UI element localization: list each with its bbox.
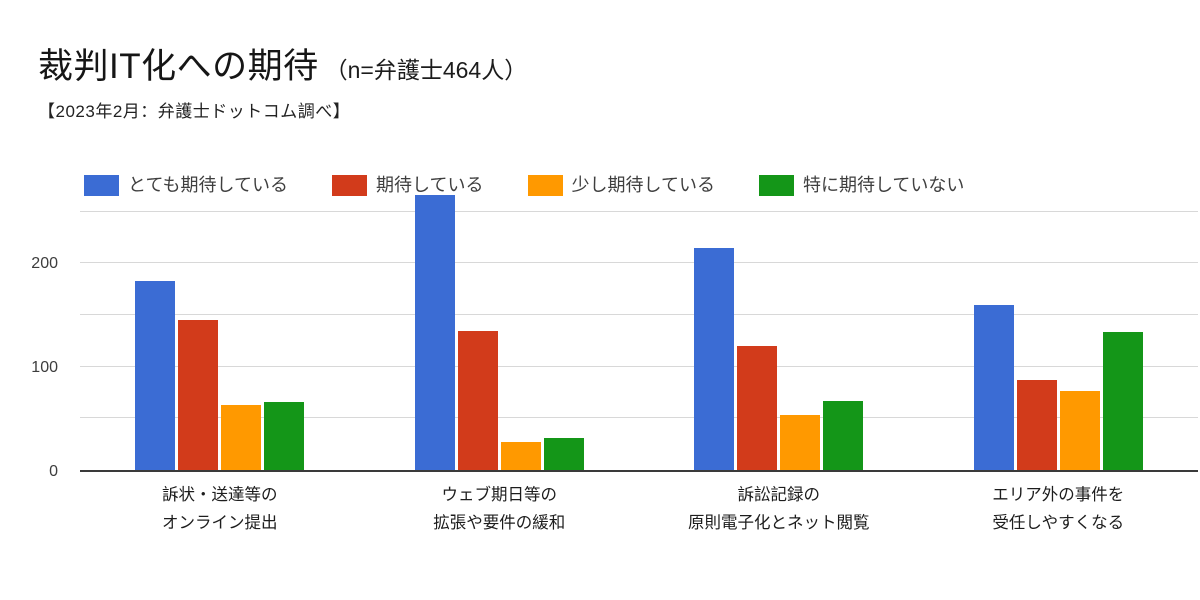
x-axis-label-line: 原則電子化とネット閲覧 <box>688 514 870 532</box>
bar-series2-cat2[interactable] <box>780 415 821 470</box>
x-axis-label-line: 訴訟記録の <box>737 486 821 504</box>
x-axis-label-line: 拡張や要件の緩和 <box>433 514 566 532</box>
y-axis-tick-0: 0 <box>49 463 58 480</box>
legend-swatch-3 <box>758 175 794 196</box>
legend-item-2: 少し期待している <box>527 175 715 196</box>
bar-series1-cat2[interactable] <box>737 346 778 470</box>
y-axis-tick-100: 100 <box>31 358 58 376</box>
chart-title-note: （n=弁護士464人） <box>324 57 528 83</box>
legend-label-3: 特に期待していない <box>802 175 965 195</box>
legend-swatch-2 <box>527 175 563 196</box>
x-axis-label-1: ウェブ期日等の 拡張や要件の緩和 <box>360 481 640 537</box>
bar-series0-cat2[interactable] <box>694 247 735 470</box>
bar-series1-cat0[interactable] <box>178 320 219 470</box>
bar-series0-cat1[interactable] <box>414 195 455 470</box>
x-axis-label-2: 訴訟記録の原則電子化とネット閲覧 <box>639 481 919 537</box>
legend-item-1: 期待している <box>332 175 484 196</box>
gridline-50 <box>80 417 1198 419</box>
x-axis-label-line: エリア外の事件を <box>992 486 1125 504</box>
bar-series1-cat1[interactable] <box>457 330 498 470</box>
bar-series2-cat0[interactable] <box>221 404 262 470</box>
x-axis-label-3: エリア外の事件を 受任しやすくなる <box>919 481 1199 537</box>
legend-label-1: 期待している <box>376 175 484 195</box>
y-axis-tick-200: 200 <box>31 254 58 272</box>
gridline-150 <box>80 314 1198 315</box>
bar-series2-cat1[interactable] <box>500 442 541 470</box>
bar-group-0 <box>80 191 360 470</box>
bar-series0-cat3[interactable] <box>973 304 1014 470</box>
gridline-250 <box>80 210 1198 212</box>
legend-swatch-1 <box>332 175 368 196</box>
bar-series3-cat3[interactable] <box>1102 331 1143 470</box>
chart-subtitle: 【2023年2月：弁護士ドットコム調べ】 <box>38 102 351 121</box>
legend-label-2: 少し期待している <box>571 175 715 195</box>
legend-item-0: とても期待している <box>84 175 288 196</box>
x-axis-label-line: ウェブ期日等の <box>441 486 558 504</box>
legend-label-0: とても期待している <box>128 175 289 195</box>
x-axis-label-0: 訴状・送達等の オンライン提出 <box>80 481 360 537</box>
bar-series2-cat3[interactable] <box>1059 391 1100 470</box>
bar-series0-cat0[interactable] <box>135 280 176 470</box>
bar-groups <box>80 191 1198 470</box>
bar-group-3 <box>919 191 1199 470</box>
gridline-200 <box>80 262 1198 264</box>
x-axis-label-line: オンライン提出 <box>162 514 278 532</box>
bar-series3-cat1[interactable] <box>543 437 584 470</box>
bar-group-2 <box>639 191 919 470</box>
bar-group-1 <box>360 191 640 470</box>
legend-item-3: 特に期待していない <box>758 175 965 196</box>
bar-series1-cat3[interactable] <box>1016 380 1057 470</box>
chart-title-row: 裁判IT化への期待 （n=弁護士464人） <box>38 38 527 89</box>
y-axis-tick-labels: 0 100 200 <box>0 191 58 479</box>
plot-area <box>80 191 1198 472</box>
x-axis-label-line: 受任しやすくなる <box>992 514 1125 532</box>
x-axis-label-line: 訴状・送達等の <box>162 486 278 504</box>
x-axis-labels: 訴状・送達等の オンライン提出 ウェブ期日等の 拡張や要件の緩和 訴訟記録の 原則電子化と… <box>80 481 1198 537</box>
bar-series3-cat0[interactable] <box>264 401 305 470</box>
legend-swatch-0 <box>84 175 119 196</box>
chart-title: 裁判IT化への期待 <box>38 47 319 86</box>
bar-series3-cat2[interactable] <box>823 400 864 470</box>
chart-legend: とても期待している 期待している 少し期待している 特に期待していない <box>84 175 964 196</box>
gridline-100 <box>80 365 1198 367</box>
